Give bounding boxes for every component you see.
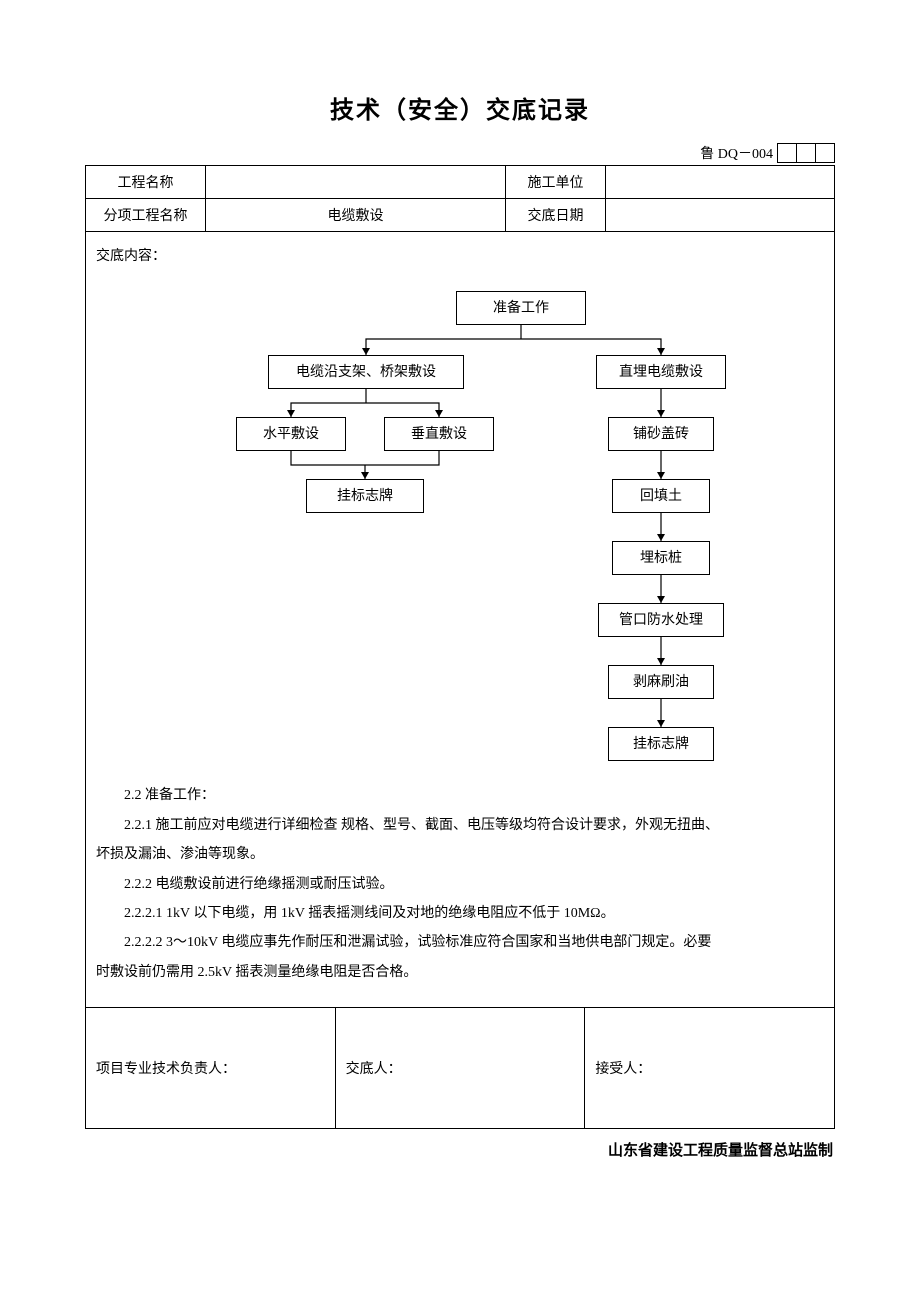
- code-box: [796, 143, 816, 163]
- construction-unit-label: 施工单位: [506, 166, 606, 199]
- flowchart: 准备工作电缆沿支架、桥架敷设 直埋电缆敷设水平敷设 垂直敷设 铺砂盖砖挂标志牌 回填土埋…: [96, 281, 824, 771]
- paragraph: 2.2.2.1 1kV 以下电缆，用 1kV 摇表摇测线间及对地的绝缘电阻应不低…: [96, 899, 824, 928]
- date-value: [606, 199, 835, 232]
- flow-node-tag1: 挂标志牌: [306, 479, 424, 513]
- paragraph: 2.2 准备工作：: [96, 781, 824, 810]
- flow-node-bracket: 电缆沿支架、桥架敷设: [268, 355, 464, 389]
- flow-node-pile: 埋标桩: [612, 541, 710, 575]
- flow-node-horiz: 水平敷设: [236, 417, 346, 451]
- paragraph: 2.2.1 施工前应对电缆进行详细检查 规格、型号、截面、电压等级均符合设计要求…: [96, 811, 824, 840]
- signature-table: 项目专业技术负责人： 交底人： 接受人：: [85, 1008, 835, 1129]
- footer-text: 山东省建设工程质量监督总站监制: [85, 1139, 835, 1160]
- subproject-name-value: 电缆敷设: [206, 199, 506, 232]
- code-box: [777, 143, 797, 163]
- construction-unit-value: [606, 166, 835, 199]
- paragraph: 时敷设前仍需用 2.5kV 摇表测量绝缘电阻是否合格。: [96, 958, 824, 987]
- flow-node-waterproof: 管口防水处理: [598, 603, 724, 637]
- flow-node-buried: 直埋电缆敷设: [596, 355, 726, 389]
- flow-node-oil: 剥麻刷油: [608, 665, 714, 699]
- sign-received-by: 接受人：: [585, 1008, 835, 1129]
- paragraph: 坏损及漏油、渗油等现象。: [96, 840, 824, 869]
- form-code: 鲁 DQ－004: [700, 143, 773, 163]
- paragraph: 2.2.2 电缆敷设前进行绝缘摇测或耐压试验。: [96, 870, 824, 899]
- subproject-name-label: 分项工程名称: [86, 199, 206, 232]
- code-box: [815, 143, 835, 163]
- project-name-label: 工程名称: [86, 166, 206, 199]
- header-table: 工程名称 施工单位 分项工程名称 电缆敷设 交底日期: [85, 165, 835, 232]
- paragraph: 2.2.2.2 3～10kV 电缆应事先作耐压和泄漏试验，试验标准应符合国家和当…: [96, 928, 824, 957]
- flow-node-prep: 准备工作: [456, 291, 586, 325]
- form-code-row: 鲁 DQ－004: [85, 143, 835, 163]
- date-label: 交底日期: [506, 199, 606, 232]
- flow-node-backfill: 回填土: [612, 479, 710, 513]
- project-name-value: [206, 166, 506, 199]
- flow-node-tag2: 挂标志牌: [608, 727, 714, 761]
- flow-node-sand: 铺砂盖砖: [608, 417, 714, 451]
- doc-title: 技术（安全）交底记录: [85, 90, 835, 125]
- form-code-boxes: [777, 143, 835, 163]
- content-cell: 交底内容： 准备工作电缆沿支架、桥架敷设 直埋电缆敷设水平敷设 垂直敷设 铺砂盖砖挂标…: [85, 232, 835, 1008]
- content-heading: 交底内容：: [96, 242, 824, 275]
- flow-node-vert: 垂直敷设: [384, 417, 494, 451]
- sign-disclosed-by: 交底人：: [335, 1008, 585, 1129]
- sign-tech-lead: 项目专业技术负责人：: [86, 1008, 336, 1129]
